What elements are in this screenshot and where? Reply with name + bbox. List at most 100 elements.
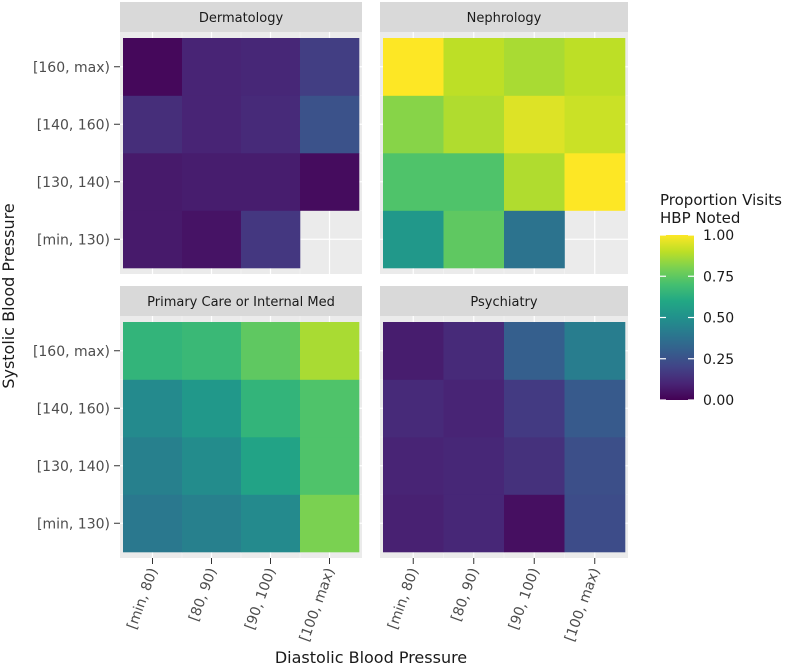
heatmap-tile: [504, 379, 565, 438]
heatmap-tile: [504, 153, 565, 211]
heatmap-tile: [123, 379, 183, 438]
y-tick-label: [min, 130): [37, 232, 110, 248]
heatmap-tile: [241, 210, 301, 269]
facet-panels: Dermatology Nephrology Primary Care or Int…: [120, 2, 628, 558]
heatmap-tile: [443, 379, 505, 438]
heatmap-tile: [123, 210, 183, 269]
panel-psychiatry: Psychiatry: [380, 286, 628, 558]
x-tick-label: [min, 80): [385, 566, 422, 632]
heatmap-tile: [241, 153, 301, 211]
x-tick-label: [min, 80): [124, 566, 161, 632]
x-tick-label: [80, 90): [186, 566, 220, 624]
x-tick-label: [100, max): [562, 566, 603, 644]
heatmap-tile: [182, 38, 242, 96]
heatmap-tile: [443, 95, 505, 154]
heatmap-tile: [564, 153, 626, 211]
heatmap-tile: [383, 210, 444, 269]
facet-strip-label: Dermatology: [199, 11, 284, 26]
heatmap-tile: [564, 38, 626, 96]
y-axis-title: Systolic Blood Pressure: [0, 203, 18, 388]
heatmap-tile: [241, 38, 301, 96]
heatmap-tile: [182, 153, 242, 211]
heatmap-tile: [182, 379, 242, 438]
heatmap-tile: [300, 437, 360, 495]
heatmap-tile: [300, 322, 360, 380]
x-tick-labels: [min, 80) [80, 90) [90, 100) [100, max) [min…: [124, 558, 604, 644]
legend-tick-label: 0.00: [703, 393, 734, 409]
heatmap-tile: [123, 95, 183, 154]
heatmap-tile: [504, 210, 565, 269]
y-tick-label: [160, max): [33, 60, 110, 76]
facet-strip: [380, 2, 628, 32]
heatmap-tile: [123, 153, 183, 211]
heatmap-tile: [383, 153, 444, 211]
heatmap-tile: [300, 95, 360, 154]
legend-ticks: 0.00 0.25 0.50 0.75 1.00: [660, 228, 734, 409]
legend-tick-label: 0.50: [703, 311, 734, 327]
heatmap-tile: [443, 322, 505, 380]
y-tick-label: [130, 140): [37, 175, 110, 191]
heatmap-tile: [383, 437, 444, 495]
heatmap-tile: [300, 494, 360, 553]
panel-dermatology: Dermatology: [120, 2, 362, 274]
heatmap-tile: [241, 95, 301, 154]
heatmap-tile: [123, 437, 183, 495]
facet-strip: [120, 2, 362, 32]
heatmap-tile: [182, 437, 242, 495]
heatmap-tile: [300, 38, 360, 96]
legend-title-line2: HBP Noted: [660, 209, 740, 227]
heatmap-tile: [383, 379, 444, 438]
heatmap-tile: [383, 95, 444, 154]
heatmap-tile: [182, 494, 242, 553]
heatmap-tile: [504, 322, 565, 380]
heatmap-tile: [182, 95, 242, 154]
heatmap-tile: [564, 379, 626, 438]
heatmap-tile: [383, 38, 444, 96]
heatmap-tile: [383, 322, 444, 380]
x-tick-label: [80, 90): [449, 566, 483, 624]
heatmap-tile: [300, 153, 360, 211]
legend-tick-label: 1.00: [703, 228, 734, 244]
heatmap-tile: [564, 494, 626, 553]
heatmap-tile: [504, 95, 565, 154]
y-tick-label: [130, 140): [37, 459, 110, 475]
facet-strip-label: Primary Care or Internal Med: [147, 295, 335, 310]
heatmap-tile: [443, 210, 505, 269]
facet-strip: [380, 286, 628, 316]
legend: Proportion Visits HBP Noted 0.00 0.25 0.50…: [660, 191, 782, 409]
heatmap-tile: [241, 494, 301, 553]
y-tick-labels: [min, 130) [130, 140) [140, 160) [160, max)…: [33, 60, 120, 532]
x-tick-label: [90, 100): [242, 566, 279, 632]
heatmap-tile: [443, 437, 505, 495]
heatmap-tile: [443, 153, 505, 211]
y-tick-label: [min, 130): [37, 516, 110, 532]
y-tick-label: [160, max): [33, 344, 110, 360]
x-tick-label: [100, max): [297, 566, 338, 644]
legend-tick-label: 0.75: [703, 269, 734, 285]
heatmap-tile: [443, 494, 505, 553]
heatmap-tile: [383, 494, 444, 553]
legend-title-line1: Proportion Visits: [660, 191, 782, 209]
heatmap-tile: [504, 437, 565, 495]
heatmap-tile: [241, 322, 301, 380]
heatmap-tile: [504, 494, 565, 553]
heatmap-tile: [564, 322, 626, 380]
facet-strip: [120, 286, 362, 316]
facet-strip-label: Nephrology: [467, 11, 542, 26]
y-tick-label: [140, 160): [37, 117, 110, 133]
y-tick-label: [140, 160): [37, 401, 110, 417]
heatmap-tile: [182, 322, 242, 380]
facet-strip-label: Psychiatry: [470, 295, 537, 310]
x-tick-label: [90, 100): [506, 566, 543, 632]
heatmap-tile: [182, 210, 242, 269]
x-axis-title: Diastolic Blood Pressure: [275, 648, 467, 667]
heatmap-tile: [564, 95, 626, 154]
heatmap-tile: [123, 322, 183, 380]
panel-primary-care-or-internal-med: Primary Care or Internal Med: [120, 286, 362, 558]
heatmap-tile: [123, 494, 183, 553]
heatmap-tile: [241, 437, 301, 495]
heatmap-tile: [123, 38, 183, 96]
heatmap-tile: [443, 38, 505, 96]
heatmap-tile: [241, 379, 301, 438]
